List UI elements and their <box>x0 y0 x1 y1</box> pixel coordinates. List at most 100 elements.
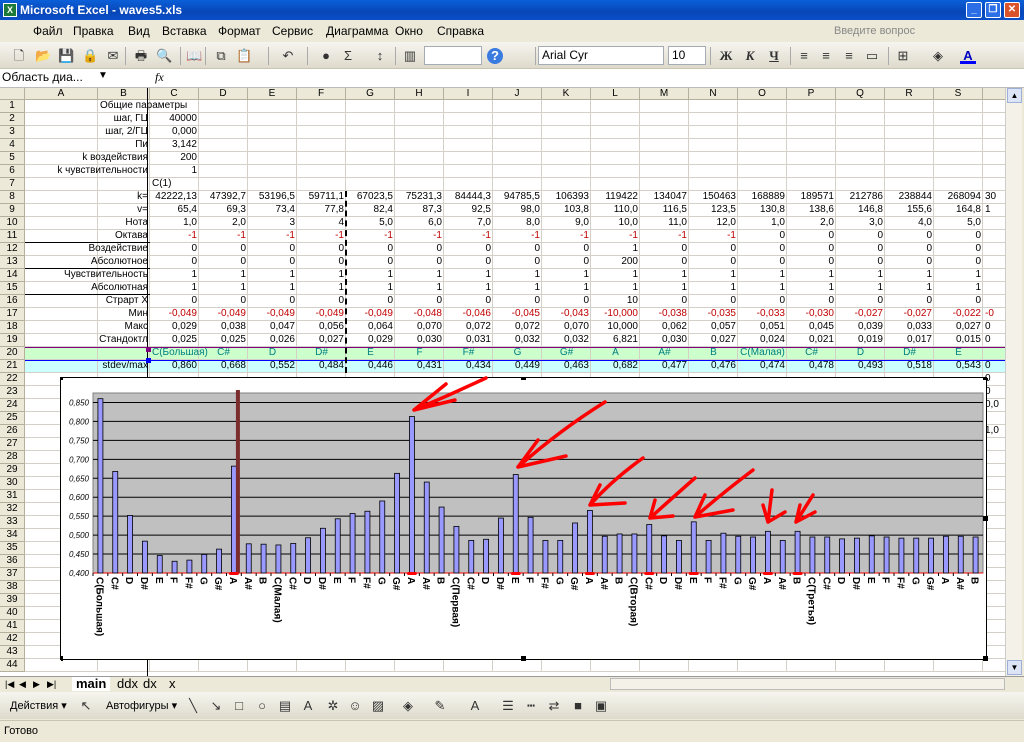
cell-D15[interactable] <box>199 282 248 295</box>
cell-L21[interactable] <box>591 360 640 373</box>
cell-L8[interactable] <box>591 191 640 204</box>
cell-E44[interactable] <box>248 659 297 672</box>
permission-icon[interactable]: 🔒 <box>82 48 99 63</box>
cell-P16[interactable] <box>787 295 836 308</box>
row-header-17[interactable]: 17 <box>0 308 25 321</box>
cell-A21[interactable] <box>25 360 98 373</box>
cell-P20[interactable] <box>787 347 836 360</box>
column-header-I[interactable]: I <box>444 88 493 100</box>
row-header-40[interactable]: 40 <box>0 607 25 620</box>
cell-H5[interactable] <box>395 152 444 165</box>
cell-C5[interactable] <box>150 152 199 165</box>
cell-L9[interactable] <box>591 204 640 217</box>
cell-D9[interactable] <box>199 204 248 217</box>
cell-J3[interactable] <box>493 126 542 139</box>
cell-L4[interactable] <box>591 139 640 152</box>
cell-I21[interactable] <box>444 360 493 373</box>
cell-P11[interactable] <box>787 230 836 243</box>
cell-T9[interactable] <box>983 204 1005 217</box>
cell-F1[interactable] <box>297 100 346 113</box>
cell-N6[interactable] <box>689 165 738 178</box>
cell-C1[interactable] <box>150 100 199 113</box>
cell-M4[interactable] <box>640 139 689 152</box>
cell-T30[interactable] <box>983 477 1005 490</box>
column-header-F[interactable]: F <box>297 88 346 100</box>
cell-S44[interactable] <box>934 659 983 672</box>
cell-J20[interactable] <box>493 347 542 360</box>
row-header-31[interactable]: 31 <box>0 490 25 503</box>
cell-P5[interactable] <box>787 152 836 165</box>
cell-E2[interactable] <box>248 113 297 126</box>
cell-D13[interactable] <box>199 256 248 269</box>
cell-E1[interactable] <box>248 100 297 113</box>
cell-R17[interactable] <box>885 308 934 321</box>
cell-C16[interactable] <box>150 295 199 308</box>
cell-T44[interactable] <box>983 659 1005 672</box>
font-color-icon[interactable]: A <box>960 48 976 64</box>
row-header-23[interactable]: 23 <box>0 386 25 399</box>
cell-K10[interactable] <box>542 217 591 230</box>
cell-P3[interactable] <box>787 126 836 139</box>
cell-G18[interactable] <box>346 321 395 334</box>
cell-J18[interactable] <box>493 321 542 334</box>
cell-R7[interactable] <box>885 178 934 191</box>
new-icon[interactable]: 🗋 <box>13 48 25 63</box>
cell-N14[interactable] <box>689 269 738 282</box>
cell-A5[interactable] <box>25 152 98 165</box>
fill-color-icon[interactable]: ◈ <box>403 698 413 713</box>
column-header-R[interactable]: R <box>885 88 934 100</box>
cell-B2[interactable] <box>98 113 150 126</box>
cell-R12[interactable] <box>885 243 934 256</box>
cell-R44[interactable] <box>885 659 934 672</box>
rectangle-icon[interactable]: □ <box>235 698 243 713</box>
cell-T22[interactable] <box>983 373 1005 386</box>
close-button[interactable]: ✕ <box>1004 2 1020 18</box>
cell-D4[interactable] <box>199 139 248 152</box>
cell-L16[interactable] <box>591 295 640 308</box>
cell-T37[interactable] <box>983 568 1005 581</box>
cell-Q17[interactable] <box>836 308 885 321</box>
cell-G3[interactable] <box>346 126 395 139</box>
cell-Q44[interactable] <box>836 659 885 672</box>
cell-M20[interactable] <box>640 347 689 360</box>
cell-A8[interactable] <box>25 191 98 204</box>
cell-G6[interactable] <box>346 165 395 178</box>
cell-A7[interactable] <box>25 178 98 191</box>
row-header-19[interactable]: 19 <box>0 334 25 347</box>
cell-E18[interactable] <box>248 321 297 334</box>
cell-M12[interactable] <box>640 243 689 256</box>
cell-E10[interactable] <box>248 217 297 230</box>
cell-J17[interactable] <box>493 308 542 321</box>
cell-M11[interactable] <box>640 230 689 243</box>
cell-S4[interactable] <box>934 139 983 152</box>
cell-E4[interactable] <box>248 139 297 152</box>
cell-E15[interactable] <box>248 282 297 295</box>
cell-G44[interactable] <box>346 659 395 672</box>
cell-L5[interactable] <box>591 152 640 165</box>
row-header-12[interactable]: 12 <box>0 243 25 256</box>
cell-I11[interactable] <box>444 230 493 243</box>
cell-J2[interactable] <box>493 113 542 126</box>
row-header-20[interactable]: 20 <box>0 347 25 360</box>
sheet-tab-ddx[interactable]: ddx <box>117 676 138 691</box>
cell-T31[interactable] <box>983 490 1005 503</box>
cell-M21[interactable] <box>640 360 689 373</box>
cell-G11[interactable] <box>346 230 395 243</box>
row-header-8[interactable]: 8 <box>0 191 25 204</box>
column-header-E[interactable]: E <box>248 88 297 100</box>
row-header-24[interactable]: 24 <box>0 399 25 412</box>
cell-I2[interactable] <box>444 113 493 126</box>
select-all-corner[interactable] <box>0 88 25 100</box>
menu-1[interactable]: Файл <box>33 24 63 38</box>
restore-button[interactable]: ❐ <box>985 2 1001 18</box>
cell-R21[interactable] <box>885 360 934 373</box>
cell-M15[interactable] <box>640 282 689 295</box>
cell-L6[interactable] <box>591 165 640 178</box>
cell-H4[interactable] <box>395 139 444 152</box>
cell-Q21[interactable] <box>836 360 885 373</box>
row-header-37[interactable]: 37 <box>0 568 25 581</box>
cell-Q15[interactable] <box>836 282 885 295</box>
cell-I12[interactable] <box>444 243 493 256</box>
row-header-35[interactable]: 35 <box>0 542 25 555</box>
name-box[interactable]: Область диа... <box>2 70 83 84</box>
